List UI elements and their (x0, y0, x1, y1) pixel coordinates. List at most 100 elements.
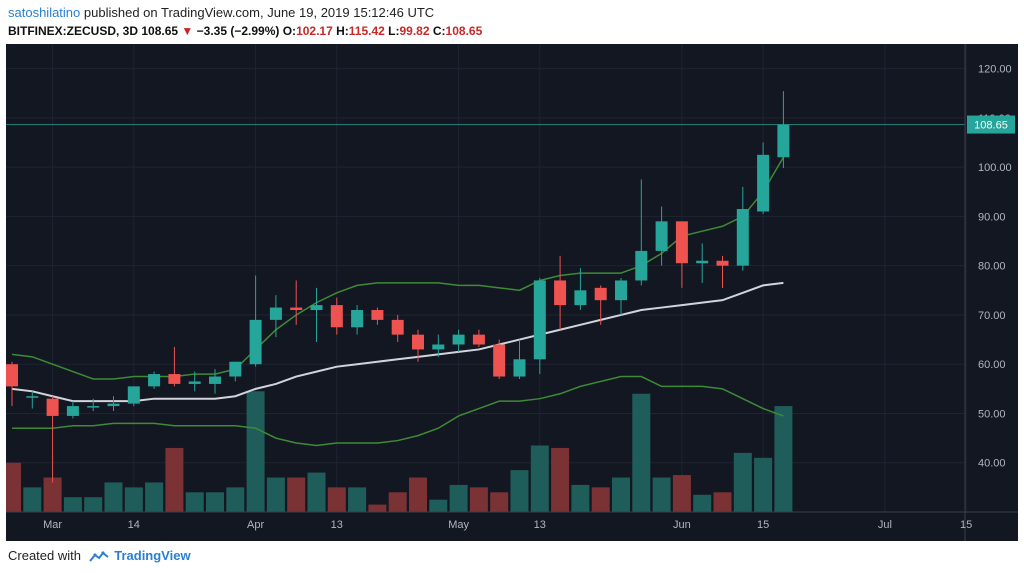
volume-bar (327, 487, 346, 512)
price-change: −3.35 (−2.99%) (196, 24, 280, 38)
candle-body (249, 319, 262, 365)
price-chart[interactable]: 40.0050.0060.0070.0080.0090.00100.00110.… (6, 44, 1018, 541)
volume-bar (246, 391, 265, 512)
y-tick-label: 70.00 (978, 310, 1006, 322)
volume-bar (612, 477, 630, 512)
x-tick-label: 15 (757, 519, 769, 531)
symbol-line: BITFINEX:ZECUSD, 3D 108.65 ▼ −3.35 (−2.9… (8, 22, 1016, 40)
volume-bar (185, 492, 204, 512)
candle-body (675, 221, 688, 264)
candle-body (432, 344, 445, 350)
last-price-tag-label: 108.65 (974, 120, 1008, 132)
candle-body (594, 287, 607, 301)
y-tick-label: 40.00 (978, 458, 1006, 470)
candle-body (533, 280, 546, 360)
candle-body (635, 250, 648, 281)
low-label: L: (388, 24, 400, 38)
candle-body (736, 209, 749, 266)
volume-bar (490, 492, 509, 512)
volume-bar (43, 477, 62, 512)
volume-bar (104, 482, 123, 512)
open-value: 102.17 (296, 24, 333, 38)
volume-bar (266, 477, 285, 512)
volume-bar (348, 487, 367, 512)
volume-bar (23, 487, 42, 512)
volume-bar (6, 462, 21, 512)
y-tick-label: 120.00 (978, 64, 1012, 76)
candle-body (391, 319, 404, 335)
close-label: C: (432, 24, 446, 38)
y-tick-label: 60.00 (978, 359, 1006, 371)
chart-header: satoshilatino published on TradingView.c… (8, 4, 1016, 44)
y-tick-label: 50.00 (978, 408, 1006, 420)
volume-bar (551, 447, 570, 512)
candle-body (87, 406, 100, 408)
candle-body (168, 374, 181, 384)
candle-body (330, 305, 343, 328)
volume-bar (145, 482, 164, 512)
volume-bar (510, 470, 529, 512)
candle-body (26, 396, 39, 398)
volume-bar (713, 492, 732, 512)
tradingview-logo-icon (88, 550, 109, 563)
created-with-text: Created with (8, 548, 81, 563)
last-price: 108.65 (141, 24, 179, 38)
candle-body (757, 154, 770, 212)
candle-body (66, 406, 79, 416)
x-tick-label: Mar (43, 519, 62, 531)
candle-body (412, 334, 424, 350)
candle-body (554, 280, 567, 306)
publish-line: satoshilatino published on TradingView.c… (8, 4, 1016, 22)
x-tick-label: Apr (247, 519, 264, 531)
candle-body (371, 310, 384, 320)
volume-bar (530, 445, 549, 512)
volume-bar (774, 406, 793, 512)
volume-bar (409, 477, 427, 512)
open-label: O: (282, 24, 297, 38)
x-tick-label: 15 (960, 519, 972, 531)
candle-body (351, 310, 364, 328)
candle-body (148, 374, 161, 387)
candle-body (493, 344, 506, 377)
chart-background (6, 44, 1018, 541)
volume-bar (693, 494, 712, 512)
candle-body (615, 280, 627, 301)
volume-bar (429, 499, 448, 512)
volume-bar (469, 487, 488, 512)
symbol-label: BITFINEX:ZECUSD, 3D (8, 24, 139, 38)
volume-bar (733, 452, 752, 512)
x-tick-label: Jul (878, 519, 892, 531)
published-text: published on TradingView.com, June 19, 2… (80, 5, 435, 20)
candle-body (696, 260, 709, 264)
bb-lower-line (12, 375, 784, 447)
high-value: 115.42 (348, 24, 385, 38)
candle-body (513, 359, 526, 377)
x-tick-label: May (448, 519, 469, 531)
candle-body (46, 398, 59, 416)
candle-body (290, 307, 303, 311)
volume-bar (632, 393, 651, 512)
candle-body (716, 260, 729, 266)
x-tick-label: 14 (128, 519, 140, 531)
y-tick-label: 90.00 (978, 211, 1006, 223)
volume-bar (449, 484, 468, 512)
candle-body (655, 221, 668, 251)
tradingview-brand[interactable]: TradingView (114, 548, 191, 563)
volume-bar (388, 492, 407, 512)
volume-bar (652, 477, 671, 512)
candle-body (310, 305, 323, 311)
x-tick-label: 13 (331, 519, 343, 531)
volume-bar (591, 487, 610, 512)
close-value: 108.65 (445, 24, 483, 38)
x-tick-label: 13 (534, 519, 546, 531)
volume-bar (63, 497, 82, 512)
author-link[interactable]: satoshilatino (8, 5, 81, 20)
volume-bar (165, 447, 184, 512)
volume-bar (206, 492, 224, 512)
chart-area[interactable]: 40.0050.0060.0070.0080.0090.00100.00110.… (6, 44, 1018, 541)
volume-bar (226, 487, 245, 512)
y-tick-label: 80.00 (978, 261, 1006, 273)
candle-body (127, 386, 140, 404)
candle-body (229, 361, 242, 377)
moving-average-line (11, 281, 784, 403)
